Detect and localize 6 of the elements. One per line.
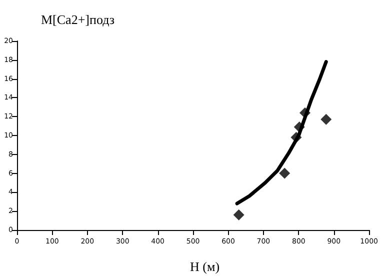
point <box>233 209 244 220</box>
point <box>279 168 290 179</box>
point <box>320 114 332 125</box>
line-series <box>235 60 328 206</box>
x-axis-title: H (м) <box>190 259 220 274</box>
y-axis-title: M[Ca2+]подз <box>41 12 114 27</box>
